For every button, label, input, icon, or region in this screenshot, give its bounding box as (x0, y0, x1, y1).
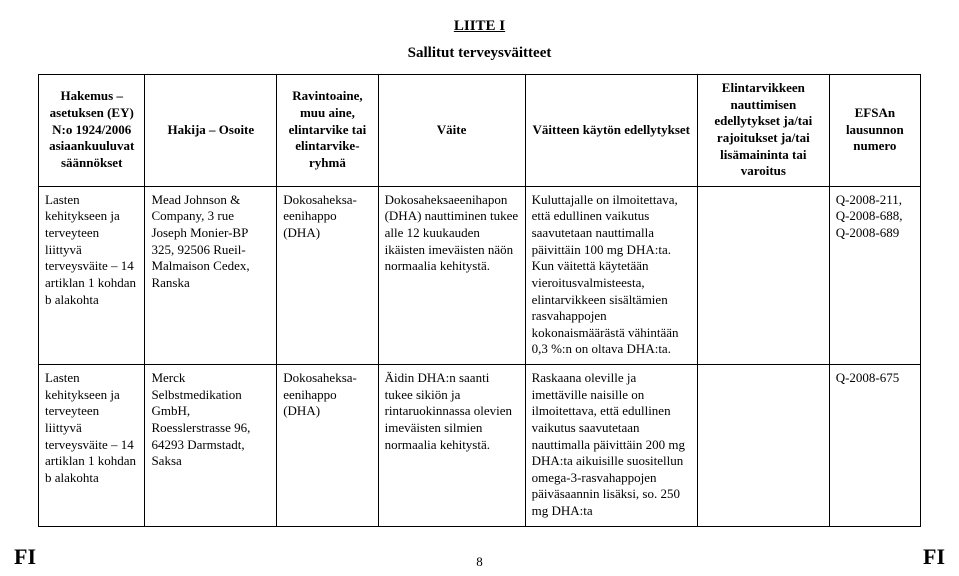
cell-claim: Dokosaheksaeenihapon (DHA) nauttiminen t… (378, 186, 525, 364)
cell-regulation: Lasten kehitykseen ja terveyteen liittyv… (39, 186, 145, 364)
footer-right: FI (923, 544, 945, 570)
col-header: EFSAn lausunnon numero (829, 75, 920, 187)
col-header: Hakemus – asetuksen (EY) N:o 1924/2006 a… (39, 75, 145, 187)
cell-applicant: Mead Johnson & Company, 3 rue Joseph Mon… (145, 186, 277, 364)
table-header-row: Hakemus – asetuksen (EY) N:o 1924/2006 a… (39, 75, 921, 187)
table-row: Lasten kehitykseen ja terveyteen liittyv… (39, 186, 921, 364)
cell-claim: Äidin DHA:n saanti tukee sikiön ja rinta… (378, 365, 525, 527)
col-header: Elintarvikkeen nauttimisen edellytykset … (697, 75, 829, 187)
col-header: Ravintoaine, muu aine, elintarvike tai e… (277, 75, 378, 187)
page-footer: FI 8 FI (0, 554, 959, 570)
cell-restrictions (697, 365, 829, 527)
cell-conditions: Kuluttajalle on ilmoitettava, että edull… (525, 186, 697, 364)
cell-nutrient: Dokosaheksa­eenihappo (DHA) (277, 186, 378, 364)
table-row: Lasten kehitykseen ja terveyteen liittyv… (39, 365, 921, 527)
claims-table: Hakemus – asetuksen (EY) N:o 1924/2006 a… (38, 74, 921, 527)
cell-regulation: Lasten kehitykseen ja terveyteen liittyv… (39, 365, 145, 527)
footer-left: FI (14, 544, 36, 570)
col-header: Hakija – Osoite (145, 75, 277, 187)
cell-applicant: Merck Selbstmedikation GmbH, Roesslerstr… (145, 365, 277, 527)
cell-efsa: Q-2008-675 (829, 365, 920, 527)
cell-efsa: Q-2008-211, Q-2008-688, Q-2008-689 (829, 186, 920, 364)
document-page: LIITE I Sallitut terveysväitteet Hakemus… (0, 0, 959, 576)
cell-nutrient: Dokosaheksa­eenihappo (DHA) (277, 365, 378, 527)
cell-conditions: Raskaana oleville ja imettäville naisill… (525, 365, 697, 527)
col-header: Väite (378, 75, 525, 187)
col-header: Väitteen käytön edellytykset (525, 75, 697, 187)
page-subtitle: Sallitut terveysväitteet (38, 45, 921, 62)
cell-restrictions (697, 186, 829, 364)
page-title: LIITE I (38, 18, 921, 35)
page-number: 8 (0, 554, 959, 570)
